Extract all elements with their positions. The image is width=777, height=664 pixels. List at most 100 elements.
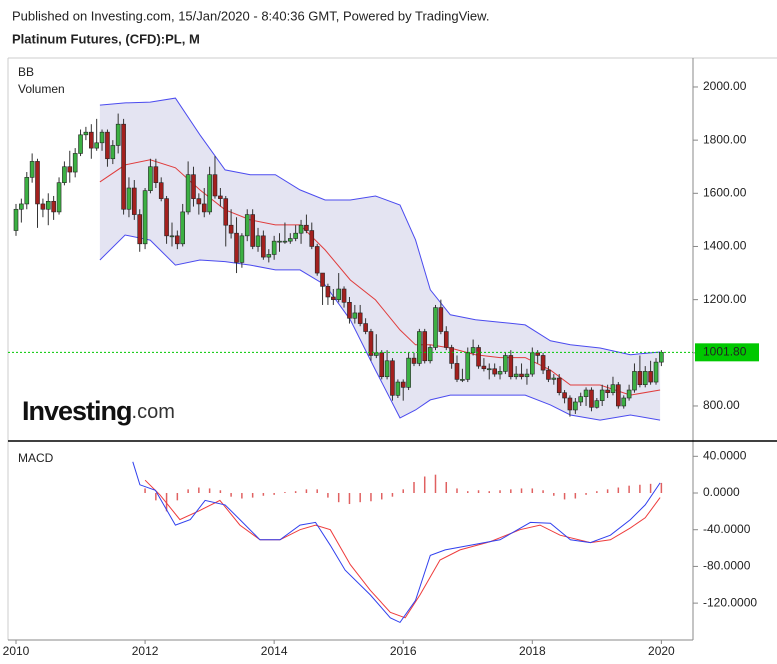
candle-body bbox=[255, 235, 261, 247]
candle-body bbox=[460, 379, 465, 381]
candle-body bbox=[287, 238, 293, 242]
candle-body bbox=[126, 187, 132, 210]
candle-body bbox=[29, 161, 35, 178]
candle-body bbox=[325, 286, 331, 298]
candle-body bbox=[158, 182, 164, 199]
candle-body bbox=[169, 235, 175, 238]
y-tick-label: -80.0000 bbox=[703, 559, 751, 573]
candle-body bbox=[35, 161, 40, 205]
candle-body bbox=[433, 307, 438, 348]
candle-body bbox=[589, 389, 594, 408]
candle-body bbox=[578, 396, 584, 403]
candle-body bbox=[594, 400, 600, 408]
candle-body bbox=[89, 131, 94, 149]
candle-body bbox=[519, 373, 524, 378]
candle-body bbox=[535, 352, 540, 356]
x-tick-label: 2010 bbox=[3, 644, 30, 658]
candle-body bbox=[390, 360, 395, 396]
candle-body bbox=[621, 397, 627, 407]
candle-body bbox=[400, 381, 406, 388]
candle-body bbox=[443, 331, 449, 348]
candle-body bbox=[234, 232, 239, 263]
candle-body bbox=[67, 166, 73, 173]
y-tick-label: -40.0000 bbox=[703, 522, 751, 536]
macd-line bbox=[132, 461, 661, 624]
candle-body bbox=[271, 240, 277, 255]
candle-body bbox=[266, 254, 272, 258]
candle-body bbox=[115, 123, 121, 146]
candle-body bbox=[379, 352, 385, 378]
candle-body bbox=[110, 145, 116, 160]
candle-body bbox=[261, 235, 266, 258]
candle-body bbox=[476, 347, 481, 367]
pane-title: MACD bbox=[18, 451, 54, 465]
candle-body bbox=[223, 198, 229, 226]
candle-body bbox=[368, 331, 374, 356]
plot-layer: BBVolumen800.001000.001200.001400.001600… bbox=[3, 65, 759, 658]
y-tick-label: 1200.00 bbox=[703, 292, 747, 306]
candle-body bbox=[486, 368, 492, 371]
candle-body bbox=[72, 153, 78, 173]
candle-body bbox=[503, 355, 508, 372]
candle-body bbox=[395, 381, 401, 396]
candle-body bbox=[508, 355, 514, 378]
candle-body bbox=[142, 190, 148, 245]
candle-body bbox=[530, 352, 535, 375]
candle-body bbox=[175, 235, 180, 245]
candle-body bbox=[599, 389, 605, 401]
candle-body bbox=[218, 195, 223, 199]
candle-body bbox=[465, 352, 471, 380]
candle-body bbox=[277, 240, 282, 243]
y-tick-label: 1800.00 bbox=[703, 132, 747, 146]
candle-body bbox=[583, 389, 589, 397]
candle-body bbox=[653, 361, 659, 383]
candle-body bbox=[121, 123, 126, 210]
candle-body bbox=[524, 373, 530, 378]
candle-body bbox=[492, 368, 497, 375]
candle-body bbox=[427, 347, 433, 362]
indicator-label: Volumen bbox=[18, 82, 65, 96]
band-upper bbox=[99, 97, 661, 356]
candle-body bbox=[562, 392, 567, 399]
candle-body bbox=[293, 232, 298, 239]
candle-body bbox=[164, 198, 169, 237]
candle-body bbox=[207, 174, 212, 213]
candle-body bbox=[131, 187, 137, 215]
y-tick-label: 800.00 bbox=[703, 398, 740, 412]
candle-body bbox=[352, 312, 358, 319]
candle-body bbox=[282, 240, 288, 243]
candle-body bbox=[148, 166, 153, 191]
candle-body bbox=[648, 371, 653, 383]
candle-body bbox=[83, 131, 89, 136]
candle-body bbox=[153, 166, 159, 183]
candle-body bbox=[632, 371, 637, 391]
candle-body bbox=[513, 373, 519, 378]
candle-body bbox=[616, 384, 621, 407]
last-price-label: 1001.80 bbox=[703, 345, 747, 359]
candle-body bbox=[185, 174, 191, 213]
candle-body bbox=[551, 377, 557, 380]
logo-suffix: .com bbox=[132, 401, 175, 423]
candle-body bbox=[212, 174, 218, 197]
candle-body bbox=[384, 360, 390, 378]
band-lower bbox=[99, 234, 661, 421]
x-tick-label: 2014 bbox=[261, 644, 288, 658]
logo: Investing.com bbox=[22, 396, 175, 426]
candle-body bbox=[137, 214, 143, 245]
candle-body bbox=[320, 272, 325, 287]
band-middle bbox=[99, 159, 661, 396]
candle-body bbox=[180, 211, 186, 245]
candle-body bbox=[40, 203, 46, 210]
candle-body bbox=[304, 224, 309, 231]
last-price-box bbox=[695, 343, 759, 362]
signal-line bbox=[144, 479, 661, 619]
candle-body bbox=[497, 371, 503, 375]
candle-body bbox=[567, 397, 573, 411]
y-tick-label: 2000.00 bbox=[703, 79, 747, 93]
candle-body bbox=[94, 142, 99, 149]
candle-body bbox=[422, 331, 428, 362]
candle-body bbox=[56, 182, 62, 213]
candle-body bbox=[196, 198, 202, 205]
candle-body bbox=[406, 357, 411, 388]
y-tick-label: 40.0000 bbox=[703, 448, 747, 462]
